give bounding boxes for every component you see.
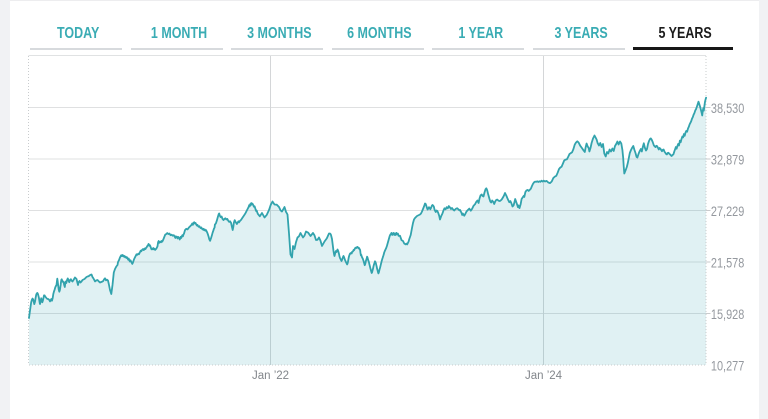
svg-text:21,578: 21,578 bbox=[711, 255, 744, 271]
svg-text:27,229: 27,229 bbox=[711, 204, 744, 220]
svg-text:Jan ’24: Jan ’24 bbox=[525, 370, 563, 382]
svg-text:10,277: 10,277 bbox=[711, 358, 744, 374]
svg-text:38,530: 38,530 bbox=[711, 101, 744, 117]
svg-text:Jan ’22: Jan ’22 bbox=[252, 370, 289, 382]
svg-text:15,928: 15,928 bbox=[711, 307, 744, 323]
svg-text:32,879: 32,879 bbox=[711, 152, 744, 168]
